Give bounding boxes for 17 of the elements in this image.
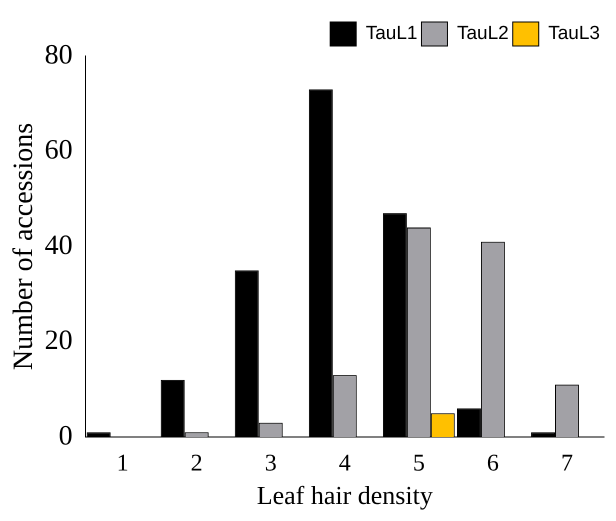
legend-label: TauL2	[456, 23, 509, 44]
x-tick-label: 1	[116, 450, 129, 477]
x-tick-label: 3	[264, 450, 277, 477]
x-tick-label: 5	[412, 450, 425, 477]
x-tick-label: 6	[486, 450, 499, 477]
y-tick-label: 20	[44, 325, 73, 356]
y-tick-label: 0	[58, 420, 73, 452]
x-tick-label: 4	[338, 450, 351, 477]
legend-label: TauL1	[366, 23, 418, 44]
y-tick-label: 60	[44, 134, 73, 166]
legend-label: TauL3	[548, 23, 600, 44]
y-axis-title: Number of accessions	[8, 122, 40, 370]
x-tick-label: 7	[560, 450, 573, 477]
x-tick-label: 2	[190, 450, 203, 477]
x-axis-title: Leaf hair density	[256, 481, 433, 510]
y-tick-label: 40	[44, 230, 73, 261]
y-tick-label: 80	[44, 39, 73, 70]
